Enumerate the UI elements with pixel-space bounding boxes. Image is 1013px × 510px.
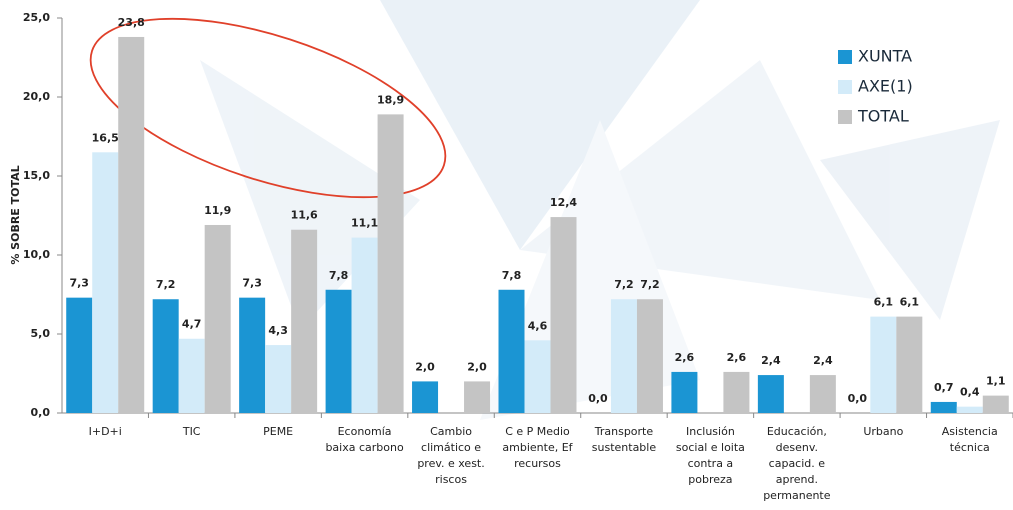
bar bbox=[610, 299, 637, 413]
bar bbox=[239, 297, 266, 413]
y-axis-label: % SOBRE TOTAL bbox=[9, 165, 22, 264]
x-tick-label: Asistencia técnica bbox=[942, 425, 998, 454]
bar bbox=[930, 401, 957, 413]
bar bbox=[870, 316, 897, 413]
value-label: 4,3 bbox=[268, 324, 288, 337]
value-label: 11,1 bbox=[351, 217, 378, 230]
value-label: 11,6 bbox=[291, 209, 318, 222]
value-label: 4,6 bbox=[528, 319, 548, 332]
background bbox=[200, 0, 1000, 420]
highlight-ellipse bbox=[89, 17, 447, 199]
value-label: 0,4 bbox=[960, 386, 980, 399]
bar bbox=[524, 340, 551, 413]
value-label: 6,1 bbox=[900, 296, 920, 309]
x-tick-label: Inclusión social e loita contra a pobreza bbox=[676, 425, 745, 486]
y-tick-label: 10,0 bbox=[23, 248, 50, 261]
x-tick-label: PEME bbox=[263, 425, 293, 438]
bar bbox=[92, 152, 119, 414]
value-label: 0,0 bbox=[848, 392, 868, 405]
x-tick-label: Economía baixa carbono bbox=[325, 425, 404, 454]
legend-label: AXE(1) bbox=[858, 77, 913, 96]
value-label: 7,8 bbox=[502, 269, 522, 282]
value-label: 2,6 bbox=[727, 351, 747, 364]
bar bbox=[723, 371, 750, 413]
y-tick-label: 20,0 bbox=[23, 90, 50, 103]
bar bbox=[464, 381, 491, 413]
bar bbox=[956, 406, 983, 413]
value-label: 2,6 bbox=[675, 351, 695, 364]
value-label: 11,9 bbox=[204, 204, 231, 217]
value-label: 7,3 bbox=[69, 277, 89, 290]
bar bbox=[118, 36, 145, 414]
bar bbox=[412, 381, 439, 413]
value-label: 2,0 bbox=[415, 360, 435, 373]
y-tick-label: 15,0 bbox=[23, 169, 50, 182]
value-label: 2,4 bbox=[813, 354, 833, 367]
value-label: 1,1 bbox=[986, 375, 1006, 388]
bar bbox=[178, 338, 205, 413]
value-label: 7,8 bbox=[329, 269, 349, 282]
value-label: 2,0 bbox=[467, 360, 487, 373]
legend-swatch bbox=[838, 80, 852, 94]
bar bbox=[66, 297, 93, 413]
value-label: 0,0 bbox=[588, 392, 608, 405]
value-label: 2,4 bbox=[761, 354, 781, 367]
bar bbox=[636, 299, 663, 413]
bar bbox=[498, 289, 525, 413]
x-tick-label: Transporte sustentable bbox=[592, 425, 657, 454]
y-tick-label: 0,0 bbox=[31, 406, 51, 419]
legend-swatch bbox=[838, 110, 852, 124]
y-tick-label: 25,0 bbox=[23, 11, 50, 24]
y-tick-label: 5,0 bbox=[31, 327, 51, 340]
bar bbox=[671, 371, 698, 413]
value-label: 4,7 bbox=[182, 318, 202, 331]
legend-swatch bbox=[838, 50, 852, 64]
legend-label: XUNTA bbox=[858, 47, 912, 66]
value-label: 23,8 bbox=[118, 16, 145, 29]
bar bbox=[265, 345, 292, 413]
x-tick-label: Urbano bbox=[863, 425, 903, 438]
x-tick-label: C e P Medio ambiente, Ef recursos bbox=[502, 425, 573, 470]
legend-label: TOTAL bbox=[857, 107, 909, 126]
bar bbox=[291, 229, 318, 413]
bar bbox=[152, 299, 179, 413]
value-label: 18,9 bbox=[377, 93, 404, 106]
value-label: 12,4 bbox=[550, 196, 577, 209]
bar bbox=[982, 395, 1009, 413]
value-label: 7,2 bbox=[640, 278, 660, 291]
bar bbox=[377, 114, 404, 413]
bar bbox=[204, 224, 231, 413]
bar bbox=[325, 289, 352, 413]
x-tick-label: Educación, desenv. capacid. e aprend. perman… bbox=[763, 425, 831, 502]
bar bbox=[550, 217, 577, 413]
bar bbox=[757, 375, 784, 413]
bar bbox=[896, 316, 923, 413]
bar bbox=[809, 375, 836, 413]
value-label: 7,2 bbox=[614, 278, 634, 291]
value-label: 0,7 bbox=[934, 381, 954, 394]
value-label: 16,5 bbox=[92, 131, 119, 144]
bar bbox=[351, 237, 378, 413]
value-label: 6,1 bbox=[874, 296, 894, 309]
value-label: 7,3 bbox=[242, 277, 262, 290]
x-tick-label: I+D+i bbox=[89, 425, 122, 438]
x-tick-label: Cambio climático e prev. e xest. riscos bbox=[417, 425, 484, 486]
x-tick-label: TIC bbox=[182, 425, 201, 438]
value-label: 7,2 bbox=[156, 278, 176, 291]
